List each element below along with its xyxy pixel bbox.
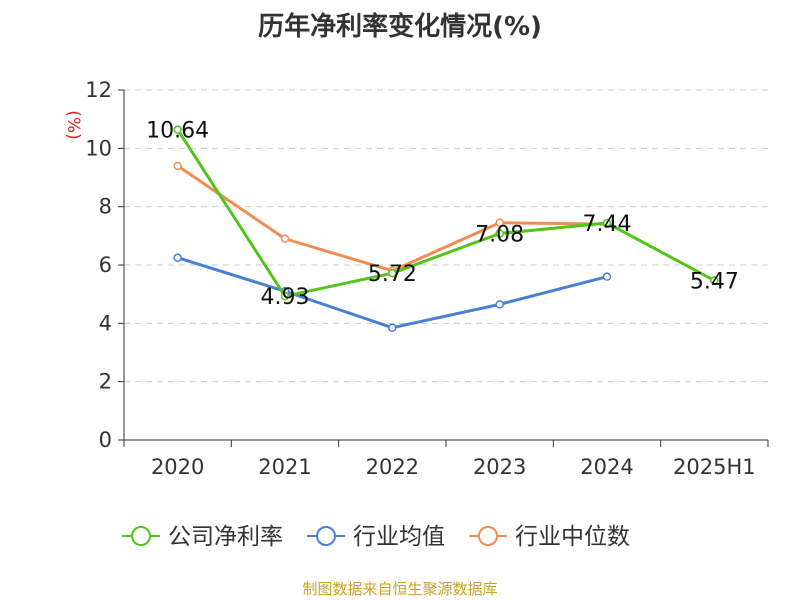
data-point [602, 272, 612, 281]
data-label: 5.47 [690, 269, 739, 294]
legend-item: 行业中位数 [469, 524, 630, 550]
legend: 公司净利率 行业均值 行业中位数 [122, 524, 630, 550]
data-point [495, 300, 504, 309]
data-point [710, 276, 719, 285]
source-note: 制图数据来自恒生聚源数据库 [302, 580, 498, 598]
data-label: 5.72 [368, 262, 417, 287]
y-tick-label: 4 [99, 311, 112, 335]
legend-label: 公司净利率 [168, 524, 283, 550]
data-point [173, 161, 182, 171]
x-tick-label: 2022 [366, 455, 419, 479]
y-tick-label: 10 [85, 136, 112, 160]
legend-item: 公司净利率 [122, 524, 283, 550]
y-tick-label: 8 [99, 195, 112, 219]
y-tick-label: 6 [99, 253, 112, 277]
data-label: 7.08 [475, 223, 524, 248]
legend-marker [316, 526, 336, 546]
data-point [280, 291, 290, 301]
chart-title: 历年净利率变化情况(%) [258, 12, 542, 42]
x-tick-label: 2024 [580, 455, 633, 479]
y-tick-label: 0 [99, 428, 112, 452]
legend-marker [131, 526, 151, 546]
data-label: 10.64 [146, 119, 209, 144]
data-point [173, 253, 182, 262]
data-point [173, 125, 182, 134]
data-label: 7.44 [583, 212, 632, 237]
x-tick-label: 2023 [473, 455, 526, 479]
x-tick-label: 2025H1 [673, 455, 756, 479]
x-tick-label: 2021 [258, 455, 311, 479]
data-point [388, 268, 397, 278]
series-layer [173, 125, 719, 332]
data-label: 4.93 [261, 285, 310, 310]
data-point [495, 229, 504, 238]
y-tick-label: 12 [85, 78, 112, 102]
data-point [495, 218, 504, 227]
x-tick-label: 2020 [151, 455, 204, 479]
legend-marker [478, 526, 498, 546]
data-labels: 10.64 4.93 5.72 7.08 7.44 5.47 [146, 119, 739, 311]
y-tick-label: 2 [99, 370, 112, 394]
data-point [280, 234, 290, 243]
y-axis-label: (%) [63, 110, 83, 139]
legend-label: 行业中位数 [515, 524, 630, 550]
grid-lines [124, 89, 768, 383]
legend-item: 行业均值 [307, 524, 445, 550]
legend-label: 行业均值 [353, 524, 445, 550]
series-line [176, 128, 716, 298]
data-point [602, 218, 612, 228]
data-point [388, 323, 397, 332]
axes: 0 2 4 6 8 10 12 2020 2021 2022 2023 2024 2025H1 [85, 78, 769, 479]
series-line [176, 164, 608, 273]
